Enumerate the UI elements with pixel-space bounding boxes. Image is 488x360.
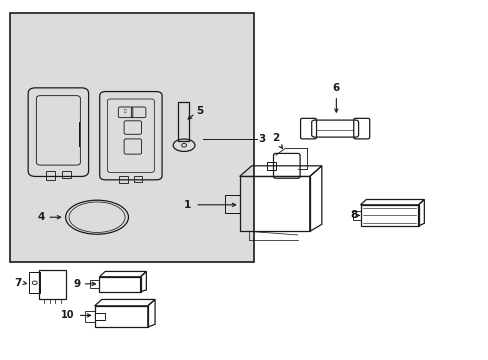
- Bar: [134, 176, 142, 182]
- Text: 9: 9: [73, 279, 80, 289]
- Bar: [360, 205, 418, 226]
- Bar: [62, 171, 71, 178]
- Text: 2: 2: [272, 133, 279, 143]
- Bar: [46, 171, 55, 180]
- Bar: [85, 311, 95, 322]
- Bar: [239, 176, 309, 231]
- Bar: [29, 272, 40, 293]
- Text: 8: 8: [349, 211, 356, 220]
- Text: ⬛: ⬛: [123, 109, 126, 113]
- Bar: [95, 313, 105, 320]
- Bar: [224, 195, 239, 213]
- Bar: [266, 162, 275, 170]
- Bar: [119, 176, 127, 183]
- Text: 7: 7: [15, 278, 22, 288]
- Text: 3: 3: [258, 134, 265, 144]
- Bar: [39, 270, 65, 299]
- Text: 5: 5: [196, 106, 203, 116]
- Text: 6: 6: [332, 83, 339, 93]
- Bar: [99, 277, 140, 292]
- Bar: [95, 306, 147, 327]
- Bar: [178, 102, 188, 141]
- Bar: [90, 280, 99, 288]
- Bar: [352, 211, 360, 220]
- Text: 1: 1: [183, 200, 191, 210]
- Text: 10: 10: [61, 310, 74, 320]
- Text: 4: 4: [38, 212, 45, 222]
- Bar: [10, 13, 254, 261]
